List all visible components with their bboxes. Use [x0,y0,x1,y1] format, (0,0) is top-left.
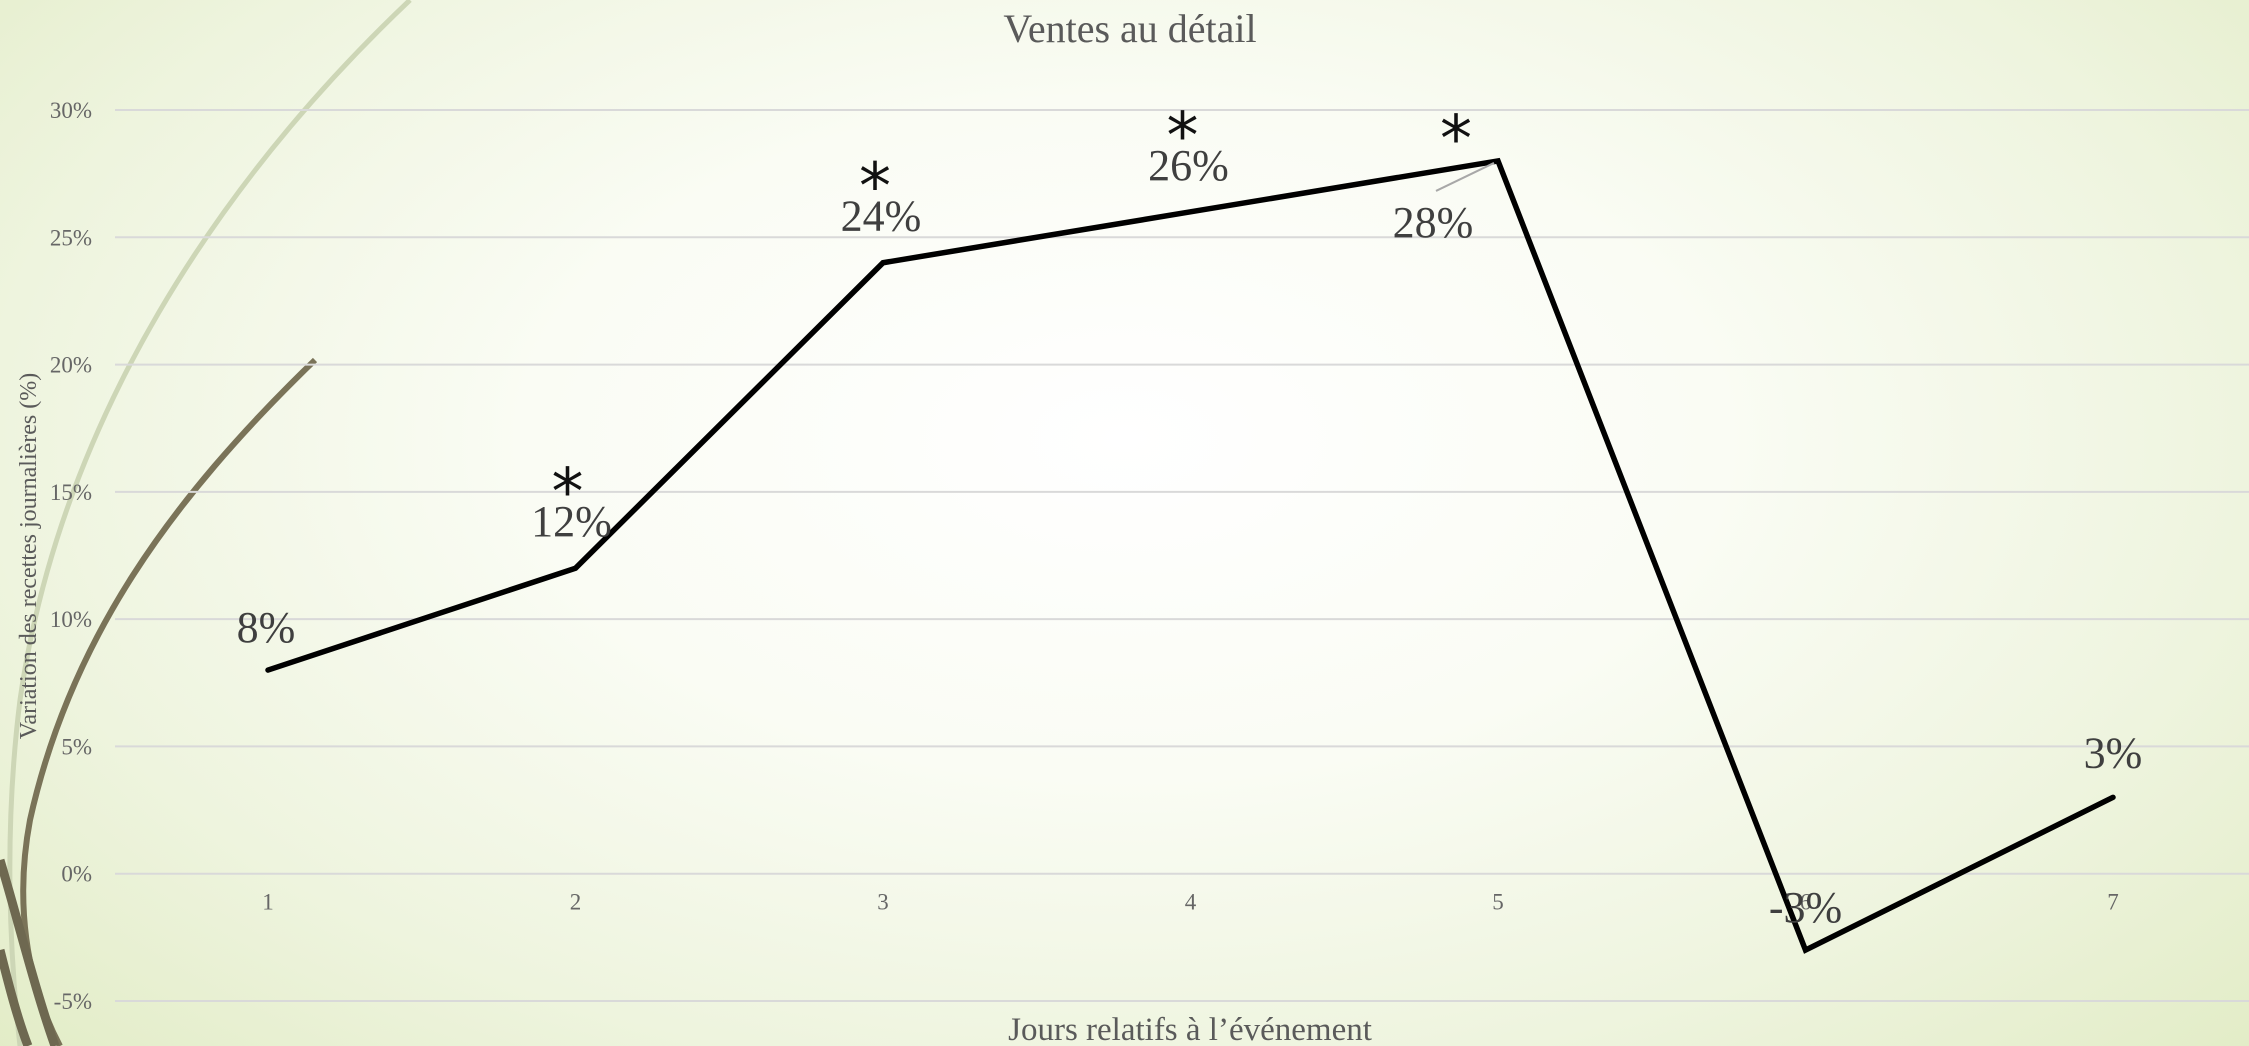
label-leader-line [1435,162,1495,192]
data-label: 8% [237,603,296,652]
x-axis-title: Jours relatifs à l’événement [1008,1012,1372,1046]
y-tick-label: 30% [50,98,92,123]
y-axis-ticks: -5% 0% 5% 10% 15% 20% 25% 30% [50,98,92,1014]
data-label: 28% [1393,198,1474,247]
significance-star: * [1167,100,1199,174]
x-tick-label: 3 [877,890,889,915]
y-tick-label: 25% [50,225,92,250]
x-axis-ticks: 1 2 3 4 5 6 7 [262,890,2119,915]
y-tick-label: 10% [50,607,92,632]
x-tick-label: 6 [1800,890,1812,915]
significance-star: * [859,151,891,225]
y-tick-label: -5% [54,989,92,1014]
x-tick-label: 1 [262,890,274,915]
significance-star: * [552,456,584,530]
data-labels: 8% 12% 24% 26% 28% -3% 3% [237,141,2143,932]
y-tick-label: 5% [61,734,92,759]
data-label: -3% [1769,883,1842,932]
data-label: 24% [841,192,922,241]
y-tick-label: 0% [61,862,92,887]
x-tick-label: 2 [570,890,582,915]
chart-title: Ventes au détail [1003,6,1256,51]
y-tick-label: 15% [50,480,92,505]
x-tick-label: 4 [1185,890,1197,915]
data-label: 12% [531,497,612,546]
series-line [265,157,2116,954]
line-series [265,157,2116,954]
significance-markers: * * * * [552,100,1473,530]
gridlines [115,109,2249,1002]
x-tick-label: 5 [1492,890,1504,915]
data-label: 3% [2084,728,2143,777]
x-tick-label: 7 [2107,890,2119,915]
significance-star: * [1440,103,1472,177]
background-decoration [0,0,412,1046]
y-tick-label: 20% [50,353,92,378]
data-label: 26% [1148,141,1229,190]
y-axis-title: Variation des recettes journalières (%) [16,373,42,740]
